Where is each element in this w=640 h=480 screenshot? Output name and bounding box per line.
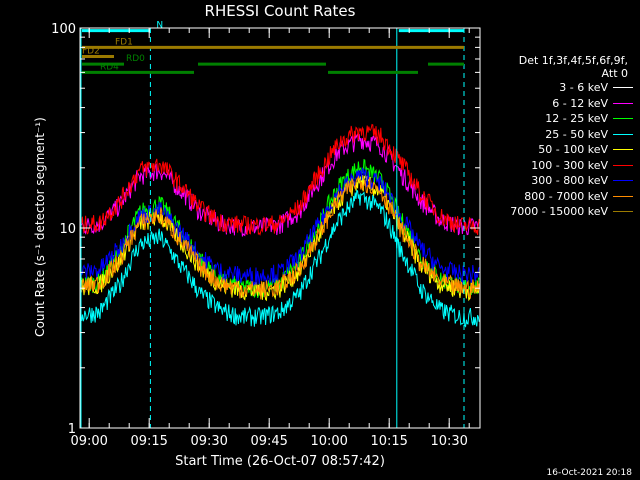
legend-swatch	[613, 118, 633, 120]
legend-label: 7000 - 15000 keV	[510, 205, 608, 219]
legend-item: 50 - 100 keV	[480, 142, 636, 158]
legend-item: 800 - 7000 keV	[480, 189, 636, 205]
legend-label: 25 - 50 keV	[545, 127, 608, 141]
legend-swatch	[613, 180, 633, 182]
x-axis-label: Start Time (26-Oct-07 08:57:42)	[175, 454, 385, 469]
legend-label: 3 - 6 keV	[559, 81, 608, 95]
x-tick-label-0: 09:00	[70, 434, 107, 449]
legend-swatch	[613, 87, 633, 89]
legend-title-line-2: Att 0	[601, 67, 628, 80]
x-tick-label-4: 10:00	[310, 434, 347, 449]
legend-swatch	[613, 195, 633, 197]
legend-label: 800 - 7000 keV	[524, 189, 608, 203]
chart-title: RHESSI Count Rates	[204, 2, 356, 20]
y-tick-label-2: 100	[51, 22, 76, 37]
legend-label: 6 - 12 keV	[552, 96, 608, 110]
legend-swatch	[613, 149, 633, 151]
series-line-5	[79, 123, 480, 236]
y-tick-label-1: 10	[59, 222, 76, 237]
x-tick-label-6: 10:30	[430, 434, 467, 449]
legend: Det 1f,3f,4f,5f,6f,9f, Att 0 3 - 6 keV 6 …	[480, 54, 636, 220]
series-line-7	[79, 175, 480, 300]
x-tick-label-1: 09:15	[130, 434, 167, 449]
legend-item: 7000 - 15000 keV	[480, 204, 636, 220]
legend-swatch	[613, 102, 633, 104]
series-line-3	[79, 189, 480, 328]
timestamp-label: 16-Oct-2021 20:18	[546, 468, 632, 478]
x-tick-label-5: 10:15	[370, 434, 407, 449]
legend-swatch	[613, 164, 633, 166]
flag-label-4: RD4	[100, 62, 119, 72]
flag-label-1: FD1	[115, 37, 133, 47]
series-layer	[79, 123, 480, 328]
flag-label-0: N	[156, 21, 163, 31]
legend-item: 12 - 25 keV	[480, 111, 636, 127]
legend-item: 3 - 6 keV	[480, 80, 636, 96]
legend-rows: 3 - 6 keV 6 - 12 keV 12 - 25 keV 25 - 50 ke…	[480, 80, 636, 220]
legend-label: 50 - 100 keV	[538, 143, 608, 157]
legend-label: 100 - 300 keV	[531, 158, 608, 172]
annotation-layer: N FD1 FD2 RD0 RD4	[82, 21, 464, 74]
x-tick-label-2: 09:30	[190, 434, 227, 449]
series-line-0	[79, 181, 480, 314]
axes-layer: 1 10 100 09:00 09:15 09:30 09:45 10:00 10:15 10:3…	[51, 22, 481, 449]
flag-label-3: RD0	[126, 54, 145, 64]
x-tick-label-3: 09:45	[250, 434, 287, 449]
legend-title-line-1: Det 1f,3f,4f,5f,6f,9f,	[518, 54, 628, 67]
legend-item: 300 - 800 keV	[480, 173, 636, 189]
legend-item: 100 - 300 keV	[480, 158, 636, 174]
y-axis-label: Count Rate (s⁻¹ detector segment⁻¹)	[33, 117, 47, 337]
legend-swatch	[613, 133, 633, 135]
legend-label: 300 - 800 keV	[531, 174, 608, 188]
legend-item: 6 - 12 keV	[480, 96, 636, 112]
legend-label: 12 - 25 keV	[545, 112, 608, 126]
flag-label-2: FD2	[82, 47, 100, 57]
legend-item: 25 - 50 keV	[480, 127, 636, 143]
legend-swatch	[613, 211, 633, 213]
y-tick-label-0: 1	[68, 422, 76, 437]
